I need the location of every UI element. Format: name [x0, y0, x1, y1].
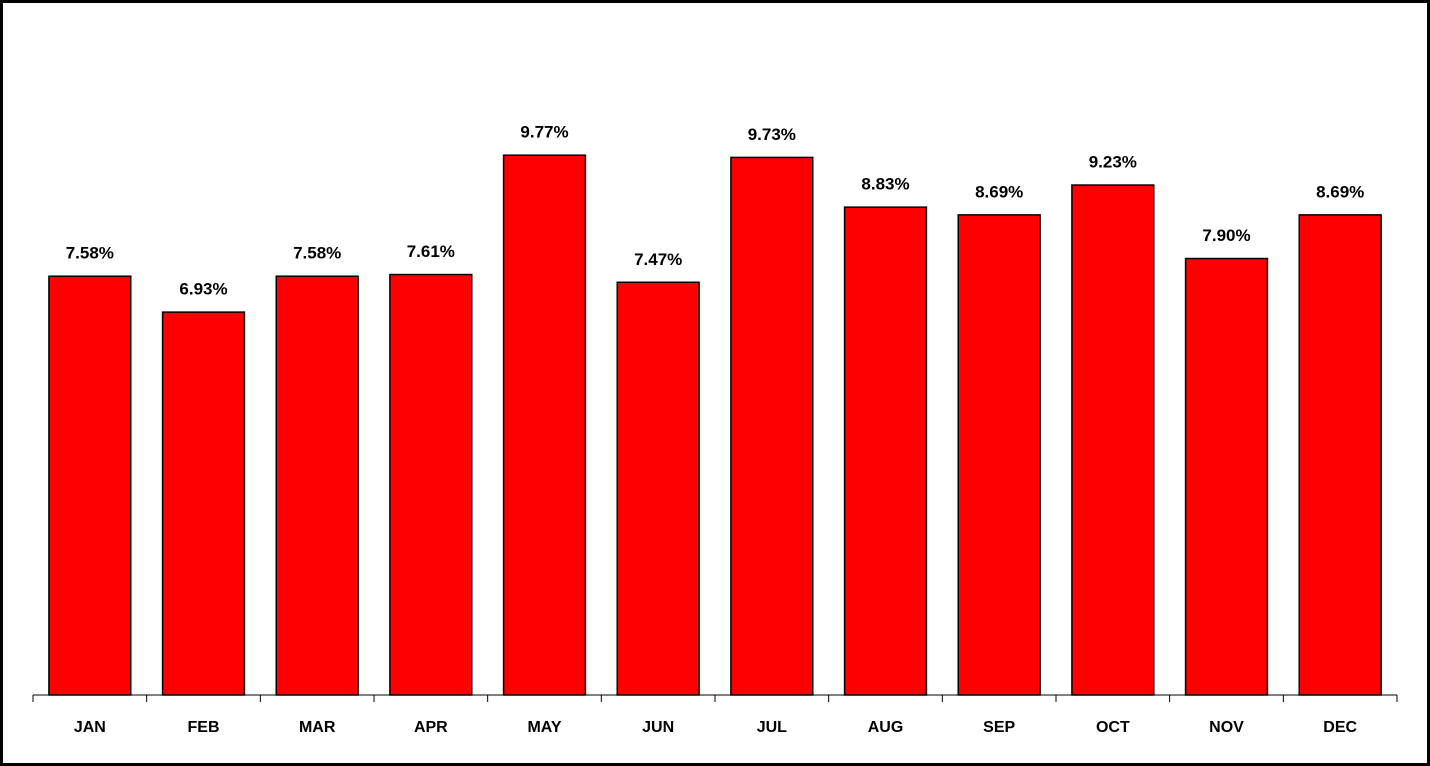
value-label: 9.23%: [1089, 153, 1137, 172]
x-tick-label: JUN: [642, 719, 674, 736]
value-label: 9.77%: [520, 123, 568, 142]
x-tick-label: MAY: [527, 719, 561, 736]
value-label: 8.83%: [861, 175, 909, 194]
x-tick-label: OCT: [1096, 719, 1130, 736]
bar: [275, 275, 359, 696]
x-tick-label: JUL: [757, 719, 787, 736]
bar: [1071, 184, 1155, 696]
x-tick-label: MAR: [299, 719, 336, 736]
value-label: 7.90%: [1202, 226, 1250, 245]
x-tick-label: AUG: [868, 719, 904, 736]
value-label: 7.61%: [407, 242, 455, 261]
x-tick-label: FEB: [188, 719, 220, 736]
bar: [616, 281, 700, 696]
x-tick-label: SEP: [983, 719, 1015, 736]
value-label: 7.47%: [634, 250, 682, 269]
bar: [389, 273, 473, 696]
x-tick-label: DEC: [1323, 719, 1357, 736]
x-tick-label: APR: [414, 719, 448, 736]
bar: [957, 214, 1041, 696]
value-label: 7.58%: [293, 244, 341, 263]
bar: [730, 156, 814, 696]
x-tick-label: JAN: [74, 719, 106, 736]
bar: [1298, 214, 1382, 696]
value-label: 8.69%: [975, 182, 1023, 201]
bar: [843, 206, 928, 696]
bar: [1184, 257, 1269, 696]
value-label: 9.73%: [748, 125, 796, 144]
value-label: 7.58%: [66, 244, 114, 263]
value-label: 6.93%: [179, 280, 227, 299]
bar: [48, 275, 132, 696]
value-label: 8.69%: [1316, 182, 1364, 201]
bar: [502, 154, 587, 696]
x-tick-label: NOV: [1209, 719, 1244, 736]
bar: [161, 311, 246, 696]
